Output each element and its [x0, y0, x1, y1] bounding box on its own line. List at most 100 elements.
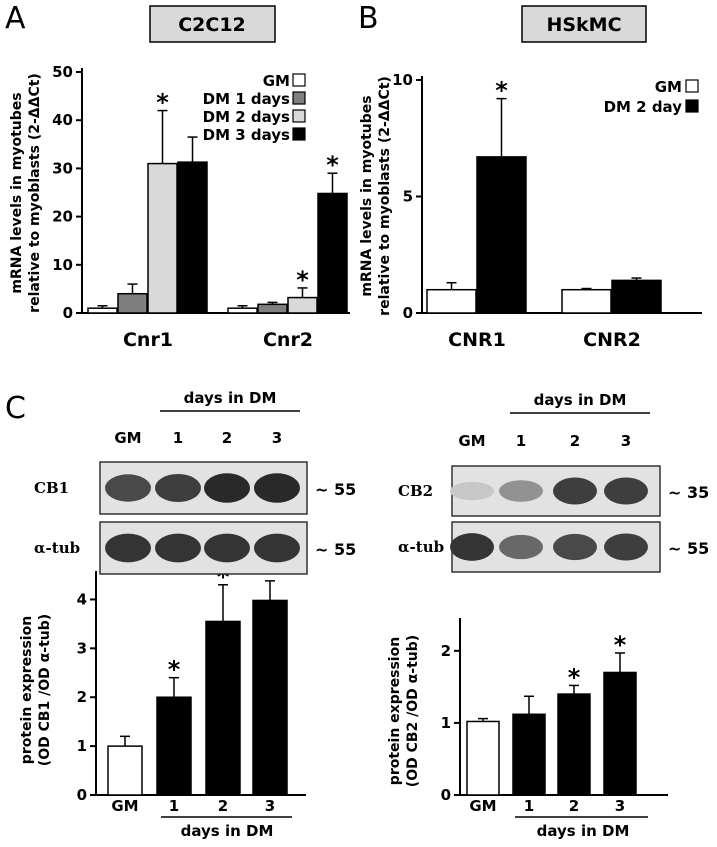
chart-a-significance-star: *	[296, 266, 309, 294]
chart-a-bar	[228, 308, 257, 313]
chart-c2-category-label: GM	[469, 797, 496, 815]
chart-c1-y-tick-label: 0	[77, 786, 87, 804]
chart-a-bar	[318, 193, 347, 313]
chart-a-legend-label: GM	[263, 72, 290, 90]
blot-left-mw-label: ~ 55	[315, 540, 356, 559]
blot-left-band	[204, 473, 250, 502]
chart-c2-y-tick-label: 2	[441, 642, 451, 660]
panel-a-title-box: C2C12	[150, 6, 275, 42]
chart-c1-category-label: 3	[265, 797, 275, 815]
chart-a-legend-swatch	[293, 128, 305, 140]
blot-right-row-label: α-tub	[398, 538, 444, 556]
blot-left-header: days in DM	[184, 389, 277, 407]
chart-a-category-label: Cnr2	[263, 329, 313, 351]
chart-c2-y-tick-label: 0	[441, 786, 451, 804]
chart-a-bar	[258, 304, 287, 313]
chart-b-bar	[427, 290, 476, 313]
chart-b-legend-swatch	[686, 80, 698, 92]
chart-c2-bar	[467, 721, 499, 795]
blot-left-band	[254, 473, 300, 502]
chart-a-bar	[148, 164, 177, 313]
chart-a-y-tick-label: 10	[52, 256, 73, 274]
chart-a-legend-swatch	[293, 92, 305, 104]
chart-c2-bar	[513, 714, 545, 795]
blot-left-lane-label: 1	[173, 429, 183, 447]
chart-a-y-tick-label: 40	[52, 111, 73, 129]
chart-a-legend-label: DM 3 days	[203, 126, 290, 144]
chart-c1-bar	[108, 746, 142, 795]
blot-left-lane-label: 2	[222, 429, 232, 447]
blot-left-band	[204, 534, 250, 563]
panel-a-title: C2C12	[178, 14, 246, 36]
chart-c2-bar	[604, 672, 636, 795]
blot-right-band	[553, 534, 597, 560]
panel-letter-b: B	[358, 1, 379, 36]
chart-c1-y-tick-label: 3	[77, 639, 87, 657]
panel-b-title-box: HSkMC	[522, 6, 646, 42]
chart-b-legend-label: GM	[655, 78, 682, 96]
chart-a-legend-swatch	[293, 74, 305, 86]
blot-right-band	[499, 480, 543, 502]
blot-left-row-label: CB1	[34, 479, 69, 497]
chart-a-bar	[88, 308, 117, 313]
chart-b-significance-star: *	[495, 77, 508, 105]
chart-a-y-tick-label: 0	[63, 304, 73, 322]
panel-b-title: HSkMC	[546, 14, 621, 36]
blot-left-band	[105, 474, 151, 501]
blot-right-band	[553, 478, 597, 505]
chart-a-bar	[178, 162, 207, 313]
blot-right-band	[450, 533, 494, 561]
chart-a-category-label: Cnr1	[123, 329, 173, 351]
chart-c2-significance-star: *	[614, 631, 627, 659]
blot-right-header: days in DM	[534, 391, 627, 409]
blot-left-mw-label: ~ 55	[315, 480, 356, 499]
blot-right-lane-label: 3	[621, 432, 631, 450]
panel-letter-c: C	[5, 391, 26, 426]
chart-c1-y-tick-label: 1	[77, 737, 87, 755]
chart-b-y-tick-label: 0	[403, 304, 413, 322]
chart-c2-category-label: 2	[569, 797, 579, 815]
chart-a-y-tick-label: 50	[52, 63, 73, 81]
blot-right-row-label: CB2	[398, 482, 433, 500]
blot-right-lane-label: GM	[458, 432, 485, 450]
chart-c1-category-label: 1	[169, 797, 179, 815]
chart-a-y-tick-label: 20	[52, 208, 73, 226]
chart-a-bar	[288, 298, 317, 313]
chart-a-significance-star: *	[326, 151, 339, 179]
chart-c1-category-label: GM	[111, 797, 138, 815]
chart-b-legend-swatch	[686, 100, 698, 112]
chart-c2-category-label: 1	[524, 797, 534, 815]
chart-b-category-label: CNR1	[448, 329, 506, 351]
blot-left-lane-label: GM	[114, 429, 141, 447]
blot-right-mw-label: ~ 55	[668, 539, 709, 558]
chart-a-bar	[118, 294, 147, 313]
blot-right-mw-label: ~ 35	[668, 483, 709, 502]
chart-c1-y-tick-label: 2	[77, 688, 87, 706]
chart-c2-significance-star: *	[568, 663, 581, 691]
chart-c1-y-tick-label: 4	[77, 590, 87, 608]
chart-a-legend-label: DM 1 days	[203, 90, 290, 108]
chart-c1-category-label: 2	[218, 797, 228, 815]
chart-c2-x-axis-label: days in DM	[537, 822, 630, 840]
blot-right-band	[604, 478, 648, 505]
chart-c1-x-axis-label: days in DM	[181, 822, 274, 840]
chart-a-legend-label: DM 2 days	[203, 108, 290, 126]
blot-right-band	[450, 482, 494, 500]
chart-b-legend-label: DM 2 day	[604, 98, 683, 116]
panel-letter-a: A	[5, 1, 26, 36]
chart-a-legend-swatch	[293, 110, 305, 122]
blot-left-band	[155, 474, 201, 502]
blot-left-band	[254, 534, 300, 563]
blot-right-lane-label: 2	[570, 432, 580, 450]
chart-b-category-label: CNR2	[583, 329, 641, 351]
chart-b-bar	[612, 280, 661, 313]
chart-b-y-tick-label: 10	[392, 71, 413, 89]
chart-b-bar	[477, 157, 526, 313]
chart-c2-category-label: 3	[615, 797, 625, 815]
chart-a-y-tick-label: 30	[52, 159, 73, 177]
chart-b-bar	[562, 290, 611, 313]
blot-left-band	[155, 534, 201, 563]
chart-c1-bar	[157, 697, 191, 795]
chart-c2-y-tick-label: 1	[441, 714, 451, 732]
